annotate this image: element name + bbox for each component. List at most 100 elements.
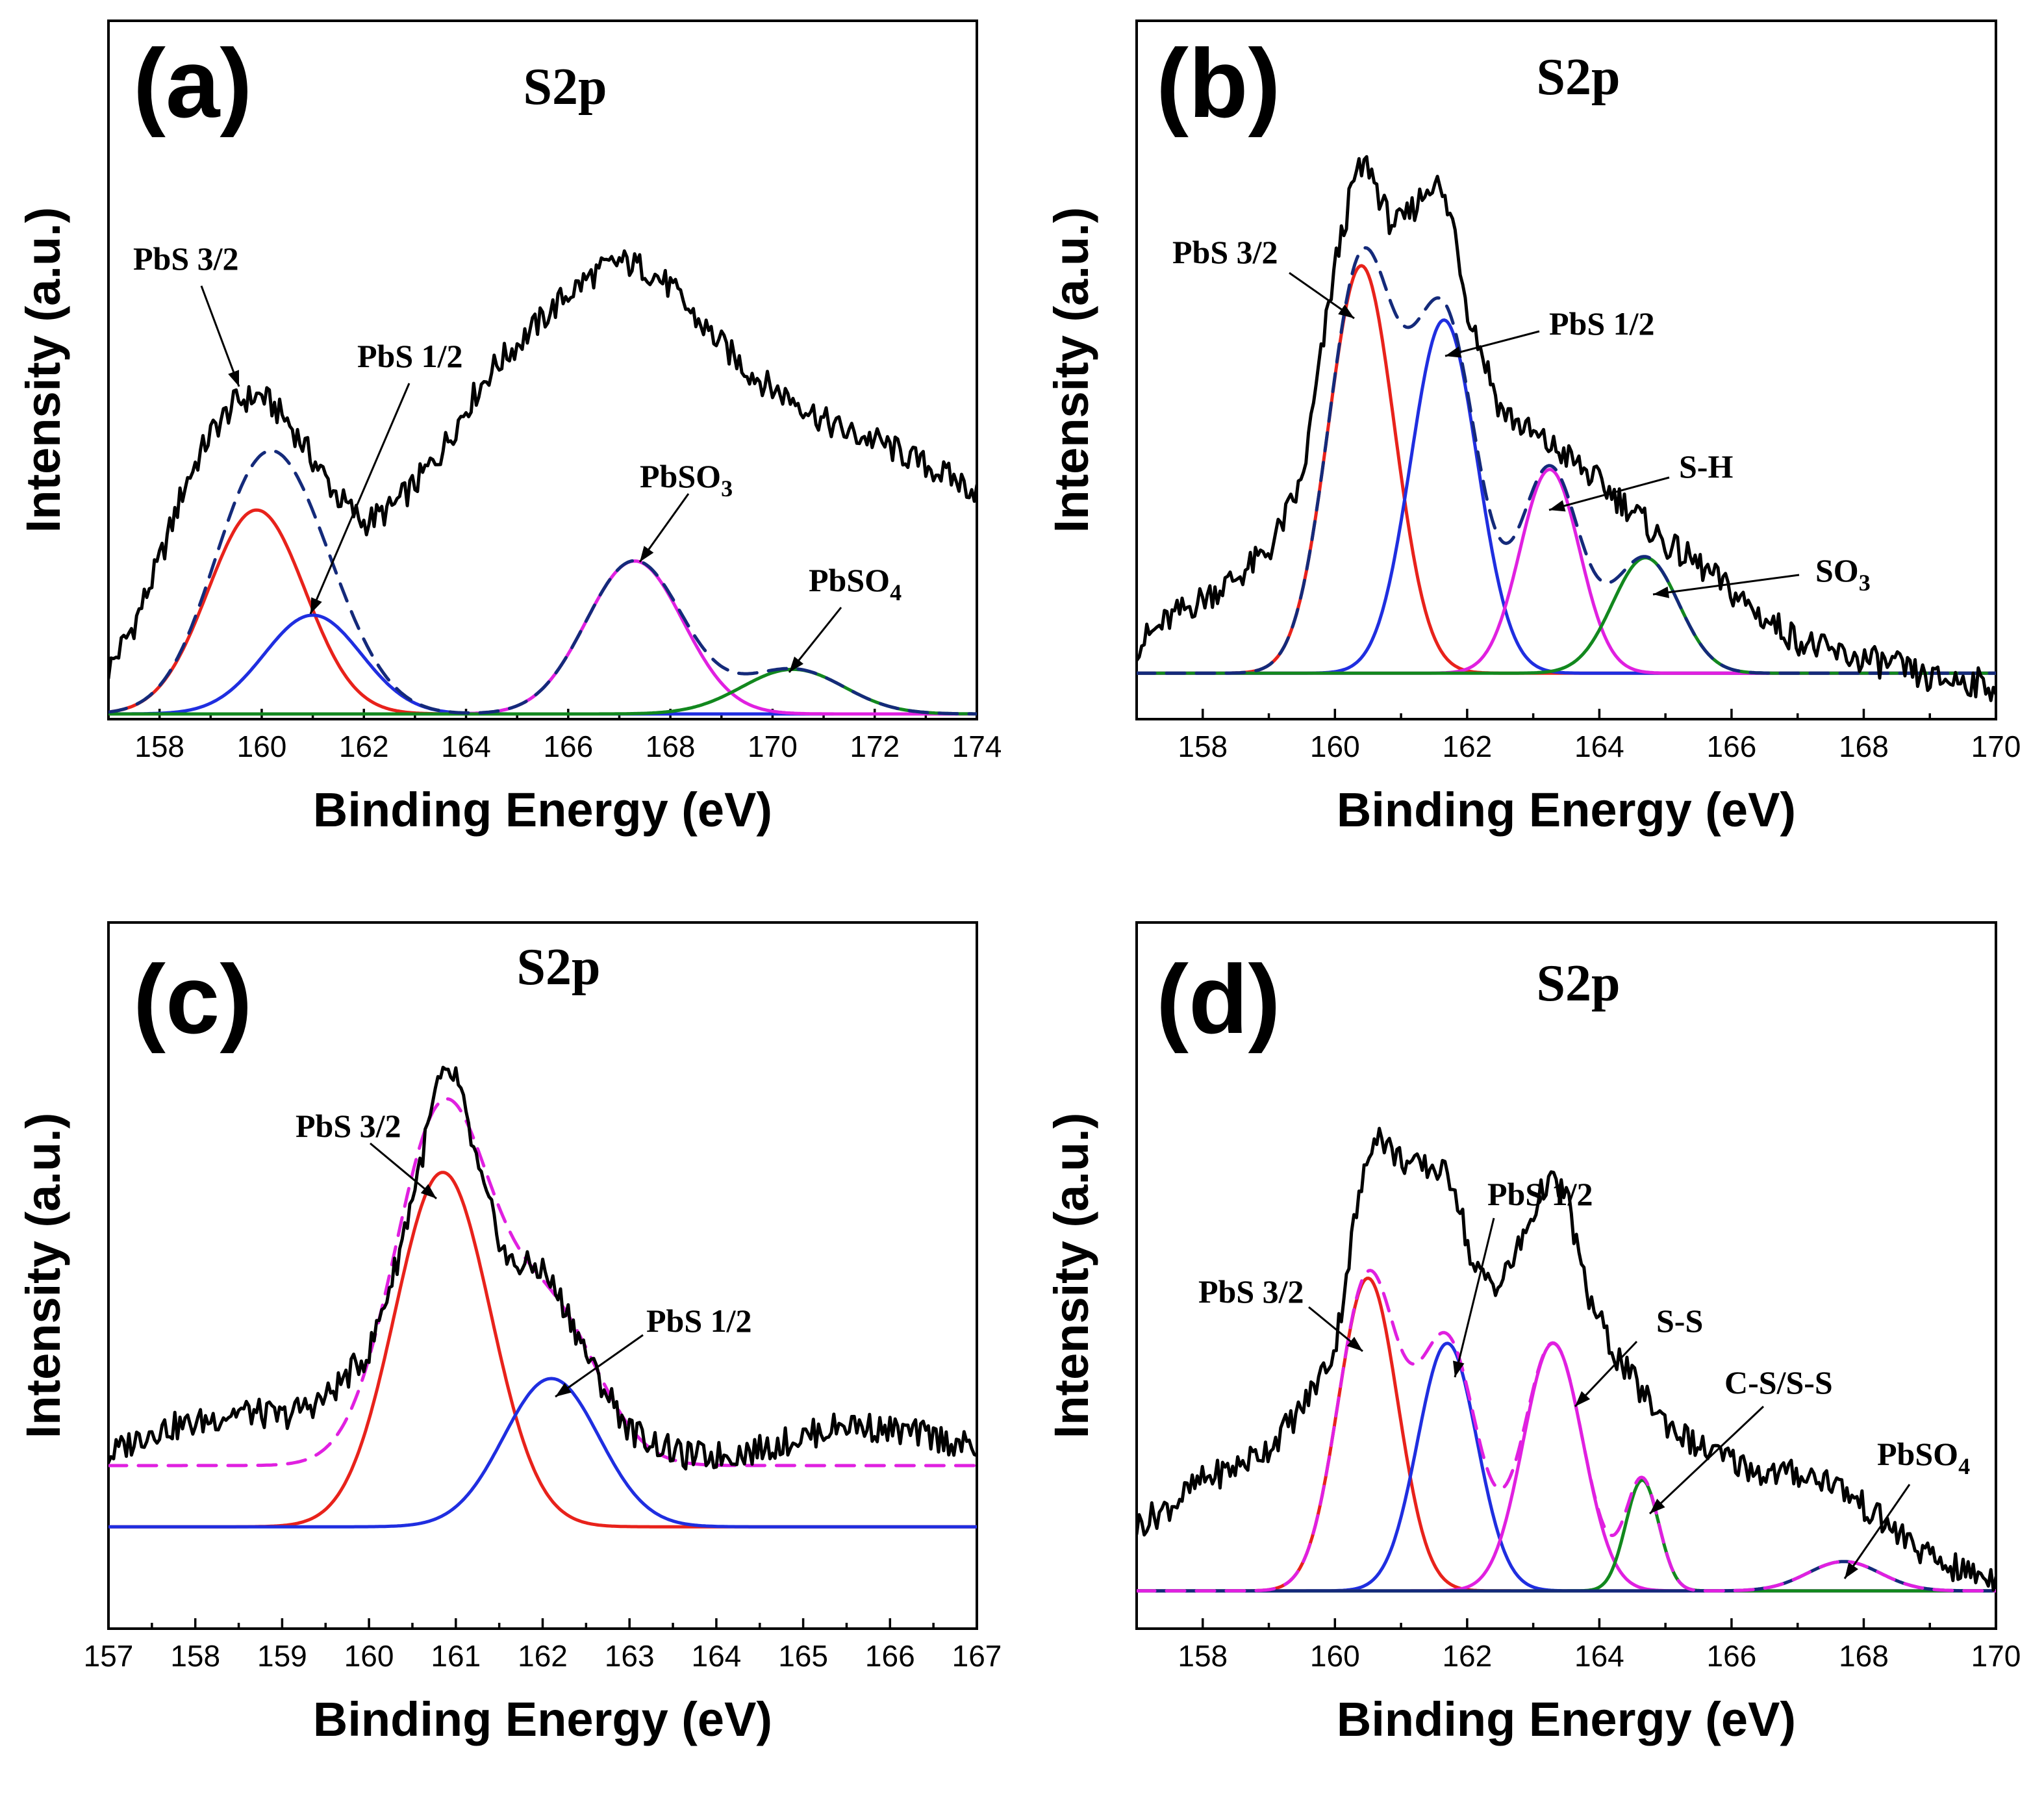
y-axis-label: Intensity (a.u.) xyxy=(1044,207,1098,533)
x-tick-label: 166 xyxy=(1707,730,1757,763)
annotation-arrowhead xyxy=(1650,1499,1665,1514)
fit-envelope xyxy=(1137,1269,1996,1593)
annotation-arrow xyxy=(309,383,410,615)
peak-annotation: PbS 1/2 xyxy=(1487,1176,1593,1212)
peak-annotation: PbS 3/2 xyxy=(133,240,239,277)
fit-peak-pbs-1-2 xyxy=(108,1377,977,1529)
raw-spectrum xyxy=(108,1065,977,1471)
peak-annotation: PbS 3/2 xyxy=(296,1108,401,1144)
x-tick-label: 164 xyxy=(1574,1639,1624,1673)
raw-spectrum xyxy=(1137,155,1996,702)
annotation-text: PbS 3/2 xyxy=(296,1108,401,1144)
x-tick-label: 161 xyxy=(431,1639,481,1673)
annotation-text: PbS 3/2 xyxy=(1172,234,1278,270)
panel-label: (a) xyxy=(133,29,252,138)
x-tick-label: 158 xyxy=(1178,730,1228,763)
annotation-arrow xyxy=(1445,330,1540,357)
annotation-arrowhead xyxy=(1346,1336,1363,1351)
annotation-arrowhead xyxy=(555,1382,572,1397)
x-tick-label: 166 xyxy=(865,1639,915,1673)
x-axis-label: Binding Energy (eV) xyxy=(1337,783,1796,837)
annotation-arrowhead xyxy=(1453,1360,1465,1377)
x-tick-label: 160 xyxy=(237,730,287,763)
annotation-arrowhead xyxy=(1575,1391,1591,1406)
peak-annotation: S-S xyxy=(1656,1303,1703,1339)
annotation-text: PbSO xyxy=(1877,1436,1958,1472)
x-tick-label: 160 xyxy=(1310,730,1360,763)
annotation-subscript: 3 xyxy=(721,476,733,502)
annotation-text: PbS 3/2 xyxy=(1198,1273,1304,1310)
annotation-arrow xyxy=(1652,574,1800,596)
annotation-text: S-H xyxy=(1679,448,1733,485)
annotation-text: SO xyxy=(1815,552,1859,589)
peak-annotation: PbSO3 xyxy=(640,458,733,502)
x-tick-label: 166 xyxy=(543,730,593,763)
chart-panel-3: 157 158 159 160 161 162 163 164 165 166 167 Binding… xyxy=(16,921,1002,1746)
annotation-text: PbS 3/2 xyxy=(133,240,239,277)
annotation-arrow xyxy=(1548,476,1670,511)
annotation-arrow xyxy=(200,285,240,387)
annotation-arrowhead xyxy=(1549,500,1566,512)
x-tick-label: 162 xyxy=(1442,730,1492,763)
annotation-text: PbSO xyxy=(640,458,721,494)
annotation-text: PbS 1/2 xyxy=(357,338,463,374)
y-axis-label: Intensity (a.u.) xyxy=(16,1113,70,1439)
x-tick-label: 167 xyxy=(952,1639,1002,1673)
x-axis-label: Binding Energy (eV) xyxy=(1337,1692,1796,1746)
curves-group xyxy=(1137,155,1996,702)
chart-title: S2p xyxy=(517,939,601,996)
x-tick-label: 160 xyxy=(344,1639,394,1673)
x-tick-label: 168 xyxy=(1839,1639,1889,1673)
peak-annotation: PbSO4 xyxy=(1877,1436,1970,1479)
x-tick-label: 162 xyxy=(1442,1639,1492,1673)
annotation-arrowhead xyxy=(1653,586,1669,598)
x-tick-label: 170 xyxy=(1971,730,2021,763)
peak-annotation: PbS 3/2 xyxy=(1172,234,1278,270)
chart-title: S2p xyxy=(1537,49,1621,106)
peak-annotation: PbS 1/2 xyxy=(357,338,463,374)
annotation-text: PbS 1/2 xyxy=(1487,1176,1593,1212)
plot-frame xyxy=(107,19,978,720)
panel-label: (c) xyxy=(133,945,252,1054)
annotation-arrowhead xyxy=(420,1184,436,1199)
plot-frame xyxy=(1135,19,1997,720)
x-tick-label: 168 xyxy=(646,730,696,763)
annotation-text: C-S/S-S xyxy=(1724,1364,1833,1401)
annotation-arrow xyxy=(1843,1484,1911,1579)
peak-annotation: S-H xyxy=(1679,448,1733,485)
peak-annotation: C-S/S-S xyxy=(1724,1364,1833,1401)
x-tick-label: 168 xyxy=(1839,730,1889,763)
peak-annotation: PbS 1/2 xyxy=(1549,305,1655,342)
curves-group xyxy=(108,1065,977,1529)
chart-panel-1: 158 160 162 164 166 168 170 172 174 Binding Energ… xyxy=(16,19,1002,837)
annotation-arrowhead xyxy=(640,546,654,562)
chart-title: S2p xyxy=(524,58,607,116)
x-axis-label: Binding Energy (eV) xyxy=(313,783,772,837)
peak-annotation: PbS 3/2 xyxy=(1198,1273,1304,1310)
fit-envelope xyxy=(1137,246,1996,675)
fit-envelope xyxy=(108,449,977,716)
x-tick-label: 158 xyxy=(134,730,184,763)
x-axis-label: Binding Energy (eV) xyxy=(313,1692,772,1746)
x-tick-label: 164 xyxy=(1574,730,1624,763)
annotation-subscript: 4 xyxy=(890,579,902,605)
annotation-text: S-S xyxy=(1656,1303,1703,1339)
annotation-arrowhead xyxy=(228,370,239,387)
raw-spectrum xyxy=(1137,1126,1996,1592)
x-tick-label: 162 xyxy=(339,730,389,763)
annotation-text: PbS 1/2 xyxy=(646,1303,752,1339)
annotation-subscript: 4 xyxy=(1958,1453,1970,1479)
x-tick-label: 159 xyxy=(257,1639,307,1673)
raw-spectrum xyxy=(108,249,977,680)
x-tick-label: 172 xyxy=(850,730,900,763)
x-tick-label: 170 xyxy=(748,730,798,763)
annotation-arrowhead xyxy=(1338,304,1354,318)
annotation-arrowhead xyxy=(1845,1562,1858,1579)
x-tick-label: 165 xyxy=(778,1639,828,1673)
chart-panel-2: 158 160 162 164 166 168 170 Binding Energy (eV)… xyxy=(1044,19,2021,837)
x-tick-label: 162 xyxy=(518,1639,568,1673)
chart-title: S2p xyxy=(1537,955,1621,1012)
x-tick-label: 158 xyxy=(1178,1639,1228,1673)
